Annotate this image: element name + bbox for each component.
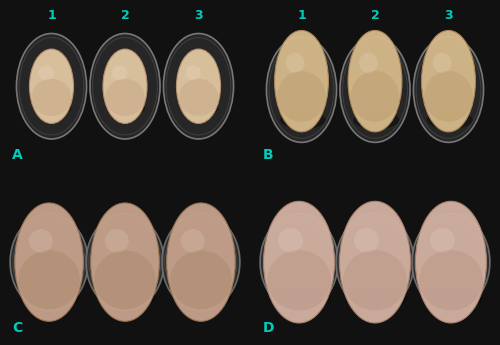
- Ellipse shape: [432, 53, 452, 73]
- Ellipse shape: [266, 37, 336, 142]
- Text: B: B: [262, 148, 273, 162]
- Ellipse shape: [38, 66, 54, 80]
- Ellipse shape: [359, 53, 378, 73]
- Ellipse shape: [18, 250, 80, 309]
- Ellipse shape: [90, 203, 160, 321]
- Ellipse shape: [180, 229, 204, 253]
- Ellipse shape: [30, 49, 74, 124]
- Ellipse shape: [348, 30, 402, 132]
- Text: 2: 2: [120, 9, 130, 22]
- Text: D: D: [262, 321, 274, 335]
- Ellipse shape: [178, 79, 218, 116]
- Text: 3: 3: [194, 9, 203, 22]
- Ellipse shape: [286, 53, 304, 73]
- Ellipse shape: [16, 33, 86, 139]
- Ellipse shape: [162, 214, 240, 310]
- Ellipse shape: [176, 49, 220, 124]
- Text: 3: 3: [444, 9, 453, 22]
- Ellipse shape: [32, 79, 72, 116]
- Ellipse shape: [336, 214, 414, 310]
- Ellipse shape: [340, 201, 410, 323]
- Ellipse shape: [103, 49, 147, 124]
- Ellipse shape: [416, 201, 486, 323]
- Ellipse shape: [350, 71, 400, 122]
- Ellipse shape: [419, 250, 483, 311]
- Ellipse shape: [21, 287, 80, 308]
- Ellipse shape: [280, 111, 326, 129]
- Ellipse shape: [108, 102, 145, 115]
- Ellipse shape: [346, 288, 406, 309]
- Ellipse shape: [260, 214, 338, 310]
- Ellipse shape: [427, 111, 472, 129]
- Ellipse shape: [94, 250, 156, 309]
- Ellipse shape: [277, 71, 326, 122]
- Ellipse shape: [412, 214, 490, 310]
- Ellipse shape: [97, 287, 156, 308]
- Ellipse shape: [278, 228, 303, 253]
- Ellipse shape: [414, 37, 484, 142]
- Ellipse shape: [105, 229, 129, 253]
- Ellipse shape: [10, 214, 88, 310]
- Ellipse shape: [264, 201, 334, 323]
- Ellipse shape: [424, 71, 473, 122]
- Ellipse shape: [274, 30, 328, 132]
- Ellipse shape: [430, 228, 455, 253]
- Ellipse shape: [270, 288, 330, 309]
- Ellipse shape: [29, 229, 53, 253]
- Ellipse shape: [267, 250, 331, 311]
- Ellipse shape: [170, 250, 232, 309]
- Ellipse shape: [112, 66, 128, 80]
- Text: 1: 1: [47, 9, 56, 22]
- Ellipse shape: [166, 203, 235, 321]
- Ellipse shape: [14, 203, 84, 321]
- Ellipse shape: [86, 214, 164, 310]
- Ellipse shape: [34, 102, 72, 115]
- Text: C: C: [12, 321, 22, 335]
- Ellipse shape: [164, 33, 234, 139]
- Ellipse shape: [105, 79, 145, 116]
- Ellipse shape: [343, 250, 407, 311]
- Ellipse shape: [181, 102, 218, 115]
- Ellipse shape: [422, 30, 476, 132]
- Ellipse shape: [186, 66, 201, 80]
- Ellipse shape: [354, 228, 379, 253]
- Text: 1: 1: [297, 9, 306, 22]
- Text: 2: 2: [370, 9, 380, 22]
- Text: A: A: [12, 148, 23, 162]
- Ellipse shape: [90, 33, 160, 139]
- Ellipse shape: [422, 288, 482, 309]
- Ellipse shape: [173, 287, 232, 308]
- Ellipse shape: [340, 37, 410, 142]
- Ellipse shape: [354, 111, 399, 129]
